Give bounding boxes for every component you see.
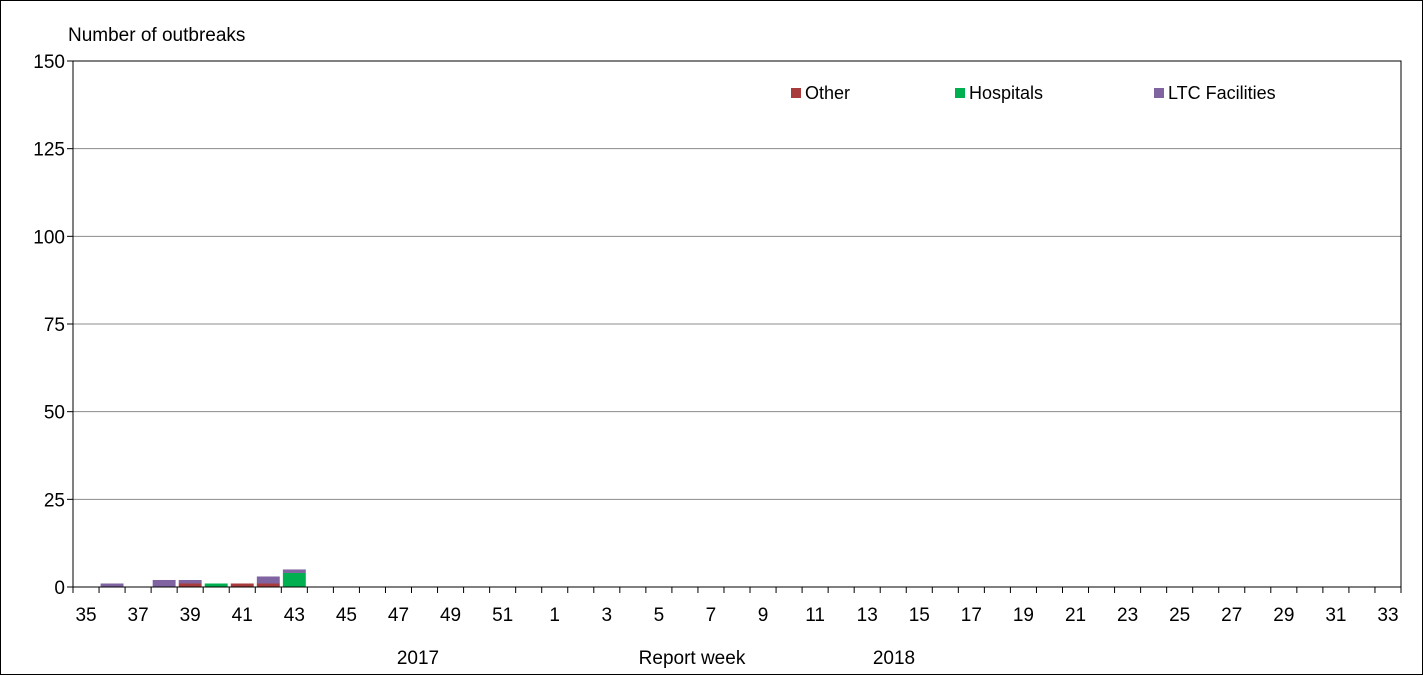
x-tick-label: 49 bbox=[440, 605, 461, 626]
x-tick-label: 1 bbox=[549, 605, 560, 626]
bar-segment bbox=[204, 583, 228, 587]
x-tick-label: 27 bbox=[1221, 605, 1242, 626]
y-tick-label: 25 bbox=[44, 490, 65, 511]
x-tick-label: 35 bbox=[75, 605, 96, 626]
axes bbox=[67, 60, 1402, 593]
y-tick-label: 150 bbox=[33, 52, 65, 73]
x-tick-label: 7 bbox=[706, 605, 717, 626]
x-tick-label: 19 bbox=[1013, 605, 1034, 626]
x-tick-label: 21 bbox=[1065, 605, 1086, 626]
x-tick-label: 51 bbox=[492, 605, 513, 626]
bars bbox=[100, 569, 306, 587]
x-tick-label: 29 bbox=[1273, 605, 1294, 626]
x-tick-label: 5 bbox=[654, 605, 665, 626]
x-tick-label: 23 bbox=[1117, 605, 1138, 626]
x-tick-label: 33 bbox=[1377, 605, 1398, 626]
grid-lines bbox=[73, 60, 1401, 500]
bar-segment bbox=[178, 583, 202, 587]
y-tick-label: 75 bbox=[44, 315, 65, 336]
x-axis-title: Report week bbox=[639, 648, 746, 669]
year-label-2017: 2017 bbox=[397, 648, 439, 669]
legend-label-hospitals: Hospitals bbox=[969, 83, 1043, 103]
bar-segment bbox=[256, 583, 280, 587]
x-tick-label: 9 bbox=[758, 605, 769, 626]
x-tick-label: 3 bbox=[602, 605, 613, 626]
legend-swatch-other bbox=[791, 88, 801, 98]
x-tick-label: 17 bbox=[961, 605, 982, 626]
y-tick-label: 50 bbox=[44, 403, 65, 424]
x-tick-label: 11 bbox=[805, 605, 825, 626]
legend-swatch-ltc-facilities bbox=[1154, 88, 1164, 98]
x-tick-label: 25 bbox=[1169, 605, 1190, 626]
bar-segment bbox=[256, 576, 280, 584]
x-tick-label: 37 bbox=[128, 605, 149, 626]
legend: Other Hospitals LTC Facilities bbox=[791, 83, 1276, 103]
y-tick-label: 0 bbox=[54, 578, 65, 599]
legend-label-other: Other bbox=[805, 83, 850, 103]
y-tick-label: 100 bbox=[33, 227, 65, 248]
legend-label-ltc-facilities: LTC Facilities bbox=[1168, 83, 1276, 103]
plot-area-border bbox=[72, 60, 1402, 588]
y-tick-label: 125 bbox=[33, 140, 65, 161]
bar-segment bbox=[178, 579, 202, 584]
year-label-2018: 2018 bbox=[873, 648, 915, 669]
x-tick-label: 43 bbox=[284, 605, 305, 626]
x-tick-label: 47 bbox=[388, 605, 409, 626]
x-tick-label: 39 bbox=[180, 605, 201, 626]
legend-swatch-hospitals bbox=[955, 88, 965, 98]
x-tick-label: 45 bbox=[336, 605, 357, 626]
bar-segment bbox=[152, 579, 176, 587]
x-tick-label: 41 bbox=[232, 605, 253, 626]
bar-segment bbox=[282, 569, 306, 573]
bar-segment bbox=[282, 572, 306, 587]
x-tick-label: 31 bbox=[1325, 605, 1346, 626]
x-tick-label: 13 bbox=[857, 605, 878, 626]
y-axis-title: Number of outbreaks bbox=[68, 25, 245, 46]
bar-segment bbox=[230, 583, 254, 587]
bar-segment bbox=[100, 583, 124, 587]
x-tick-label: 15 bbox=[909, 605, 930, 626]
